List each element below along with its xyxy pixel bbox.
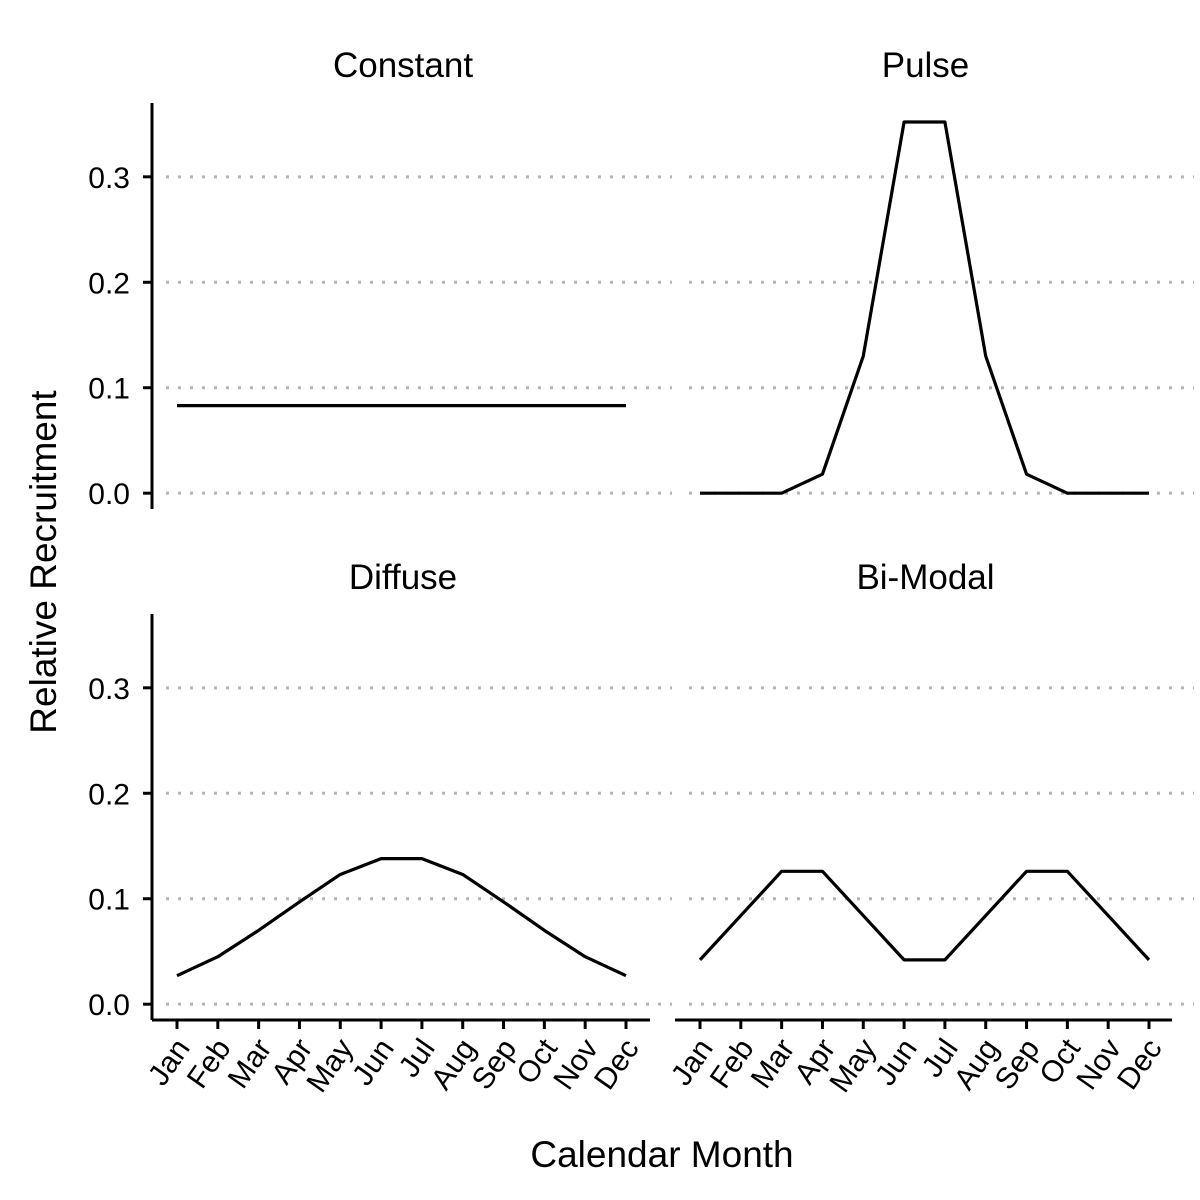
y-axis-title: Relative Recruitment (23, 390, 64, 734)
panel-constant: Constant 0.0 0.1 0.2 0.3 (88, 46, 672, 511)
y-tick-label: 0.1 (88, 884, 130, 917)
series-line-diffuse (176, 857, 627, 978)
x-tick-label: Jan (142, 1033, 197, 1092)
panel-pulse: Pulse (689, 46, 1194, 495)
y-tick-label: 0.3 (88, 162, 130, 195)
series-line-bi-modal (698, 869, 1151, 962)
y-tick-label: 0.0 (88, 478, 130, 511)
x-tick-label: Jun (346, 1033, 401, 1092)
chart-panels: Constant 0.0 0.1 0.2 0.3 Pulse Diffuse 0.0 0.1 0.… (88, 46, 1194, 1098)
x-tick-label: Jan (665, 1033, 720, 1092)
y-tick-label: 0.2 (88, 267, 130, 300)
panel-title: Constant (333, 46, 473, 85)
series-line-pulse (700, 120, 1149, 495)
panel-title: Diffuse (349, 558, 457, 597)
y-tick-label: 0.1 (88, 373, 130, 406)
y-tick-label: 0.2 (88, 778, 130, 811)
x-tick-label: Jun (869, 1033, 924, 1092)
panel-title: Bi-Modal (856, 558, 994, 597)
x-tick-label: Dec (588, 1033, 646, 1096)
panel-title: Pulse (882, 46, 970, 85)
x-axis-title: Calendar Month (530, 1134, 793, 1175)
x-tick-label: Dec (1111, 1033, 1169, 1096)
y-tick-label: 0.3 (88, 673, 130, 706)
panel-bi-modal: Bi-ModalJanFebMarAprMayJunJulAugSepOctNo… (665, 558, 1194, 1098)
panel-diffuse: Diffuse0.00.10.20.3JanFebMarAprMayJunJul… (88, 558, 672, 1098)
y-tick-label: 0.0 (88, 989, 130, 1022)
